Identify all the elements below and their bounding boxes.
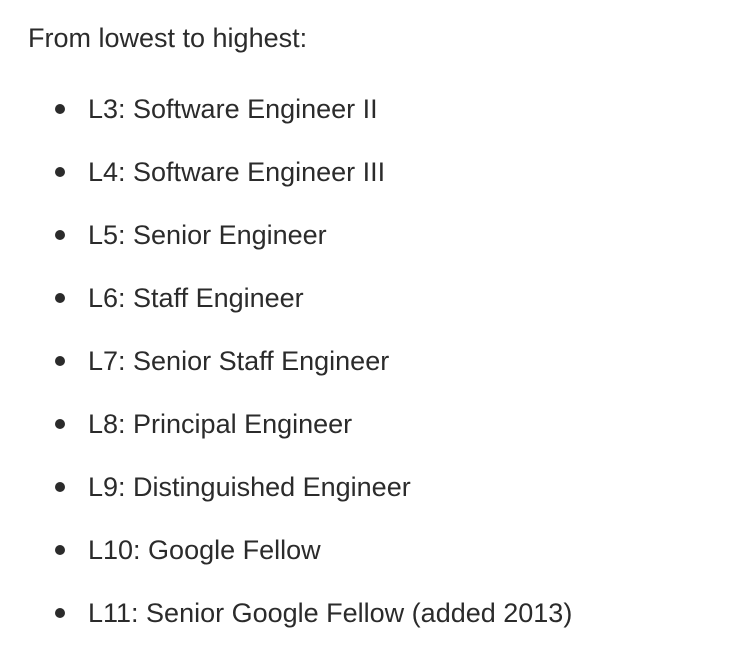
bullet-icon <box>55 230 65 240</box>
list-item: L6: Staff Engineer <box>0 279 700 342</box>
bullet-icon <box>55 419 65 429</box>
level-label: L8: Principal Engineer <box>88 409 353 439</box>
list-item: L8: Principal Engineer <box>0 405 700 468</box>
level-label: L10: Google Fellow <box>88 535 321 565</box>
bullet-icon <box>55 167 65 177</box>
bullet-icon <box>55 545 65 555</box>
intro-text: From lowest to highest: <box>28 23 308 53</box>
list-item: L5: Senior Engineer <box>0 216 700 279</box>
bullet-icon <box>55 293 65 303</box>
list-item: L11: Senior Google Fellow (added 2013) <box>0 594 700 657</box>
level-label: L7: Senior Staff Engineer <box>88 346 390 376</box>
list-item: L3: Software Engineer II <box>0 90 700 153</box>
bullet-icon <box>55 356 65 366</box>
bullet-icon <box>55 608 65 618</box>
list-item: L4: Software Engineer III <box>0 153 700 216</box>
bullet-icon <box>55 104 65 114</box>
level-label: L4: Software Engineer III <box>88 157 386 187</box>
bullet-icon <box>55 482 65 492</box>
level-label: L11: Senior Google Fellow (added 2013) <box>88 598 573 628</box>
level-list: L3: Software Engineer II L4: Software En… <box>0 90 700 657</box>
level-label: L3: Software Engineer II <box>88 94 378 124</box>
level-label: L5: Senior Engineer <box>88 220 327 250</box>
level-label: L6: Staff Engineer <box>88 283 304 313</box>
list-item: L10: Google Fellow <box>0 531 700 594</box>
list-item: L9: Distinguished Engineer <box>0 468 700 531</box>
level-label: L9: Distinguished Engineer <box>88 472 411 502</box>
list-item: L7: Senior Staff Engineer <box>0 342 700 405</box>
